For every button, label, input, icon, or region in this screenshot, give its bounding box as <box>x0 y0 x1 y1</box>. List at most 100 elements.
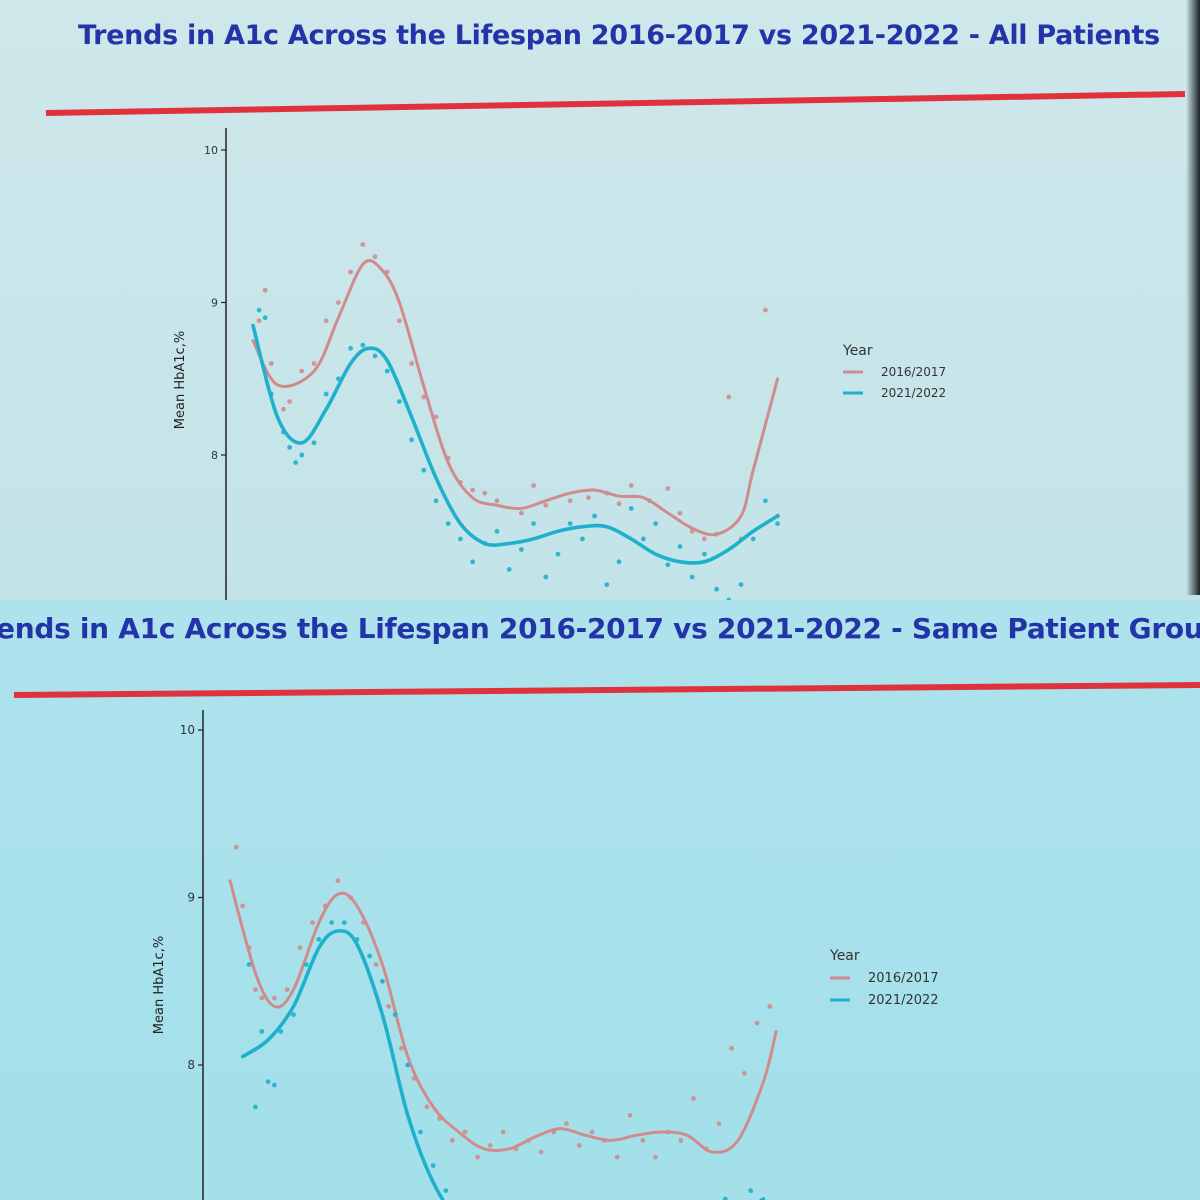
trend-line <box>251 259 780 537</box>
data-point <box>303 962 309 967</box>
data-point <box>653 521 658 526</box>
data-point <box>738 582 744 587</box>
data-point <box>494 498 500 504</box>
data-point <box>445 521 451 526</box>
data-point <box>329 920 334 925</box>
data-point <box>519 510 524 516</box>
data-point <box>586 495 591 501</box>
title-divider <box>13 682 1200 698</box>
data-point <box>392 1012 398 1018</box>
data-point <box>281 406 286 412</box>
data-point <box>262 315 268 321</box>
data-point <box>678 1138 684 1143</box>
data-point <box>311 361 317 366</box>
data-point <box>543 502 549 508</box>
data-point <box>397 399 402 404</box>
data-point <box>580 536 585 542</box>
data-point <box>291 1012 296 1018</box>
data-point <box>299 368 305 374</box>
data-point <box>677 544 683 549</box>
data-point <box>763 498 768 504</box>
data-point <box>665 562 671 568</box>
data-point <box>433 414 439 420</box>
data-point <box>576 1143 582 1148</box>
data-point <box>253 1104 258 1110</box>
legend: Year 2016/2017 2021/2022 <box>842 343 946 400</box>
y-tick-label: 10 <box>180 723 195 737</box>
legend-label: 2021/2022 <box>868 993 939 1008</box>
data-point <box>287 399 292 404</box>
data-point <box>433 498 439 504</box>
data-point <box>653 1154 658 1160</box>
legend-label: 2016/2017 <box>881 365 946 379</box>
data-point <box>335 878 341 884</box>
data-point <box>691 1096 696 1101</box>
title-divider <box>45 91 1186 116</box>
data-point <box>272 1082 277 1088</box>
data-point <box>754 1020 760 1026</box>
data-point <box>272 995 277 1001</box>
data-point <box>384 368 390 374</box>
data-point <box>475 1154 480 1160</box>
data-point <box>311 440 317 446</box>
series-2021-2022 <box>240 920 766 1200</box>
data-point <box>775 521 780 526</box>
legend: Year 2016/2017 2021/2022 <box>829 948 939 1008</box>
data-point <box>323 318 329 324</box>
data-point <box>716 1121 722 1126</box>
data-point <box>299 452 305 458</box>
data-point <box>323 391 329 397</box>
data-point <box>500 1129 506 1135</box>
data-point <box>259 1029 265 1034</box>
data-point <box>443 1188 449 1193</box>
trend-line <box>251 323 780 565</box>
data-point <box>641 536 646 542</box>
data-point <box>380 978 385 984</box>
data-point <box>616 501 622 507</box>
series-2016-2017 <box>251 242 780 542</box>
data-point <box>616 559 622 565</box>
data-point <box>287 445 292 450</box>
data-point <box>246 962 252 967</box>
data-point <box>360 242 366 247</box>
data-point <box>628 483 634 488</box>
data-point <box>531 483 536 488</box>
y-tick-label: 8 <box>187 1058 195 1072</box>
data-point <box>702 536 707 542</box>
data-point <box>256 307 262 313</box>
data-point <box>418 1129 423 1135</box>
data-point <box>470 559 475 565</box>
data-point <box>256 318 262 324</box>
data-point <box>278 1029 284 1034</box>
data-point <box>259 995 265 1001</box>
legend-title: Year <box>842 343 873 359</box>
chart-same-patient-group: 8 9 10 Mean HbA1c,% Year 2016/2017 2021/2022 <box>13 682 1200 1200</box>
data-point <box>421 467 427 473</box>
data-point <box>293 460 299 465</box>
data-point <box>360 342 366 348</box>
data-point <box>689 574 695 580</box>
y-tick-label: 10 <box>204 144 218 157</box>
data-point <box>310 920 315 925</box>
data-point <box>373 962 379 967</box>
data-point <box>297 945 303 951</box>
data-point <box>240 903 246 909</box>
series-2021-2022 <box>251 307 780 600</box>
trend-line <box>228 879 778 1154</box>
chart-all-patients: 8 9 10 Mean HbA1c,% Year 2016/2017 2021/2022 <box>45 91 1186 600</box>
y-axis-label: Mean HbA1c,% <box>173 331 188 429</box>
data-point <box>470 487 475 493</box>
trend-line <box>240 929 766 1200</box>
series-2016-2017 <box>228 844 778 1160</box>
data-point <box>367 953 373 959</box>
data-point <box>284 987 290 992</box>
data-point <box>262 287 268 293</box>
y-tick-label: 8 <box>211 449 218 462</box>
y-tick-label: 9 <box>211 297 218 310</box>
data-point <box>567 498 573 504</box>
data-point <box>421 394 427 400</box>
data-point <box>567 521 573 526</box>
data-point <box>763 307 768 313</box>
y-tick-label: 9 <box>187 891 195 905</box>
data-point <box>430 1163 436 1168</box>
